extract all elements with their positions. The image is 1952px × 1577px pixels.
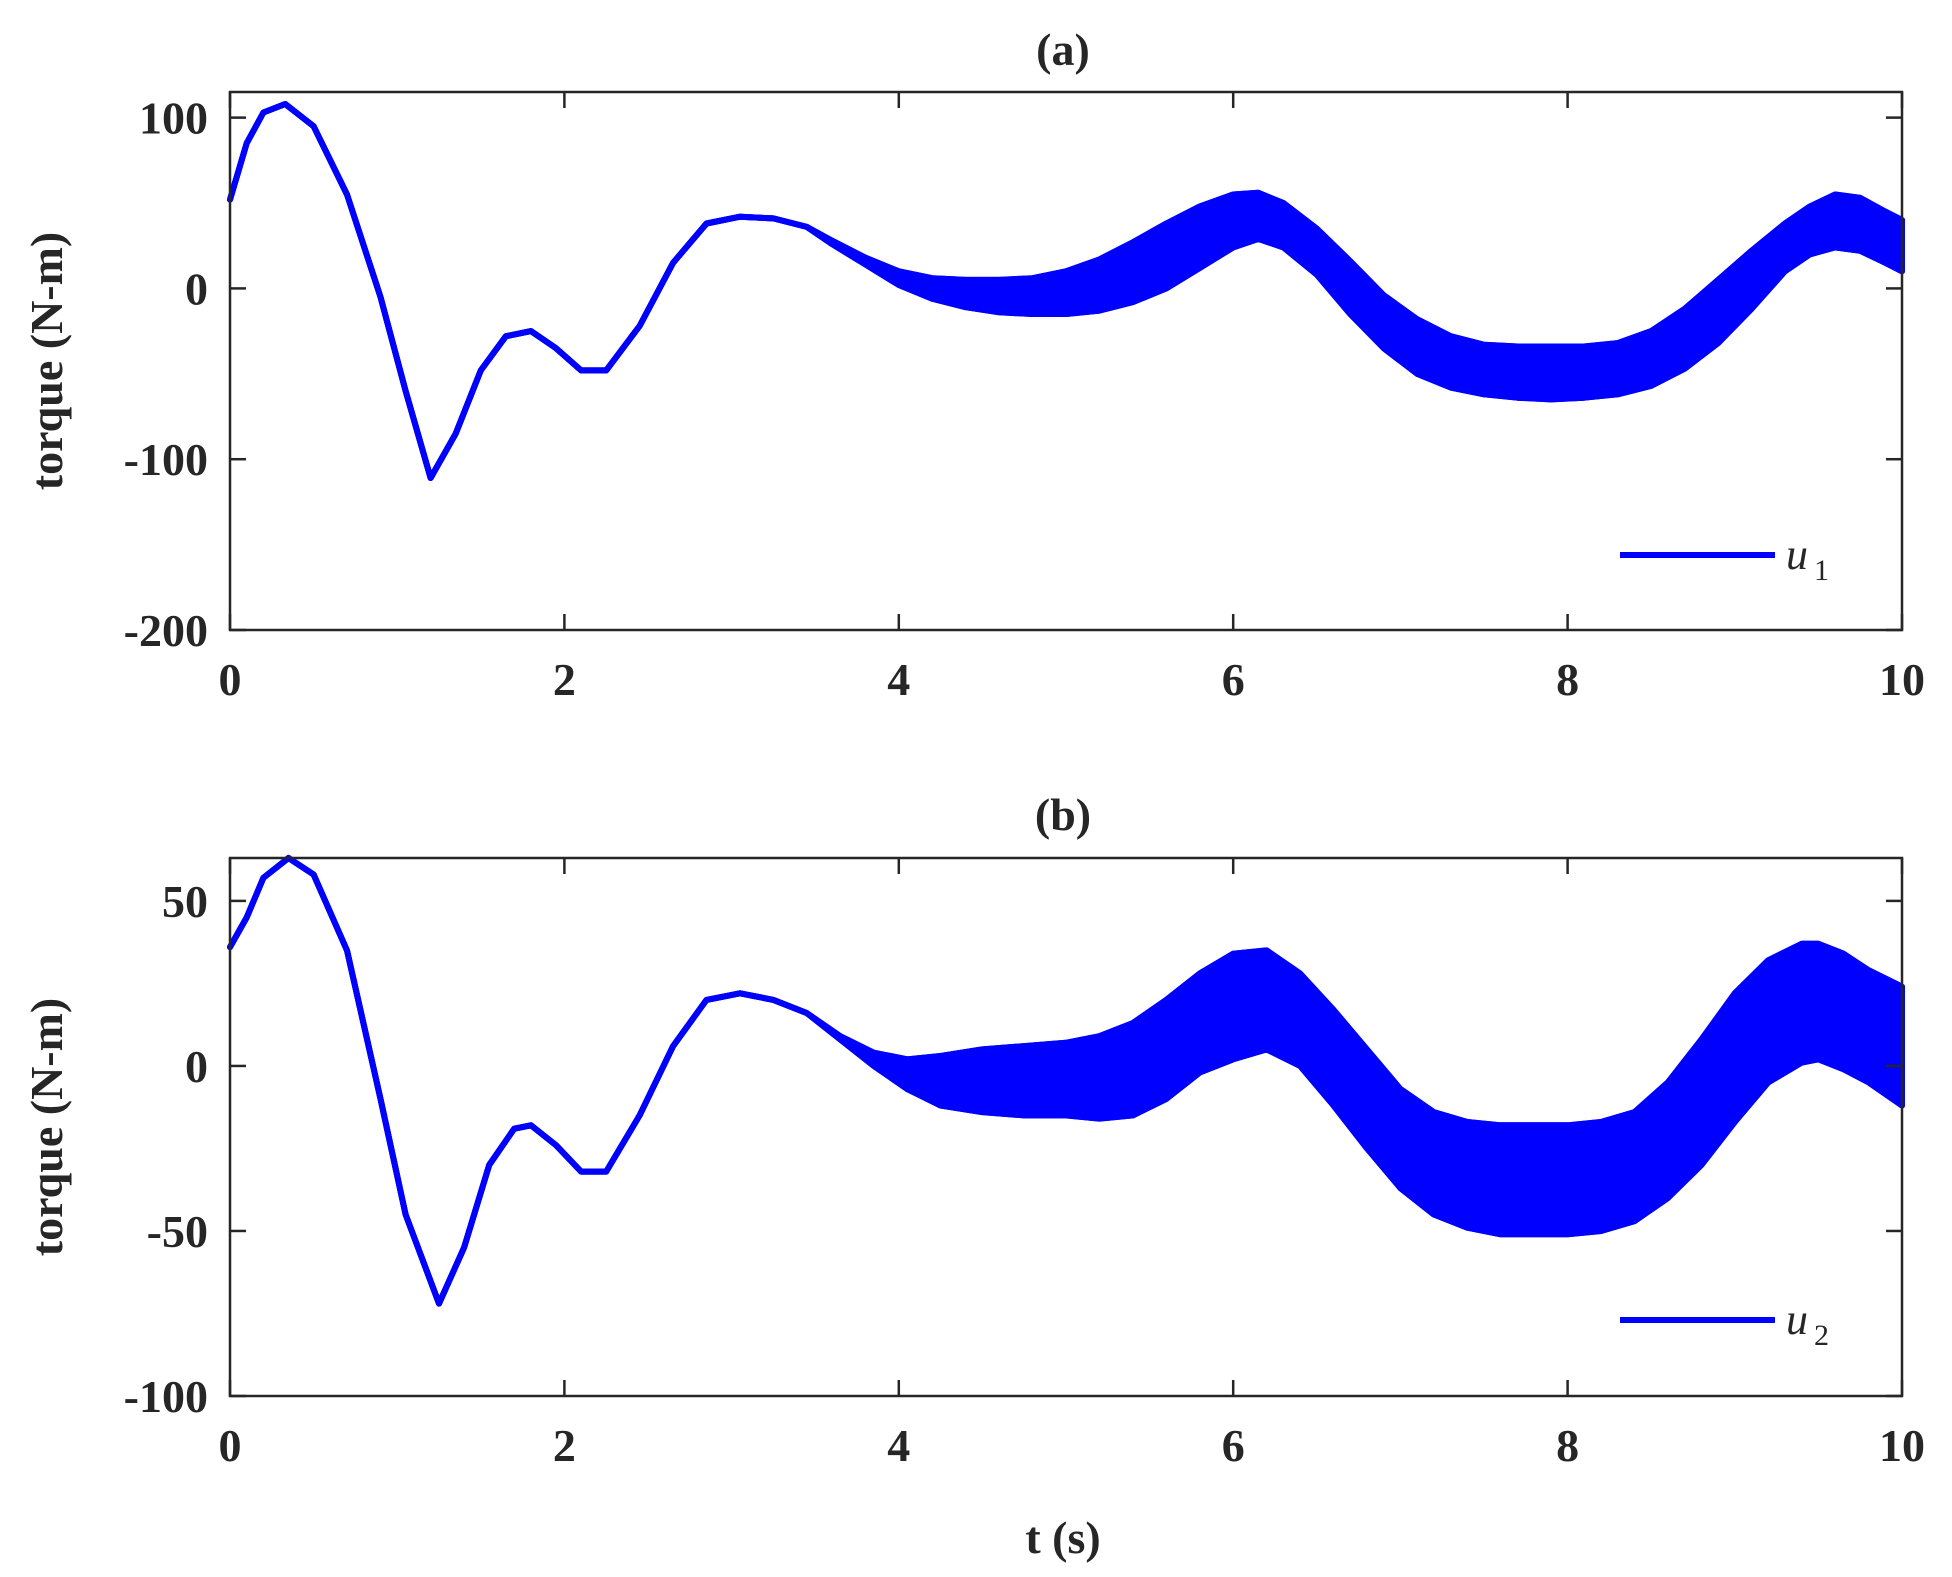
panel-b-x-tick-label: 8 — [1556, 1420, 1579, 1471]
panel-a-x-tick-label: 2 — [553, 654, 576, 705]
panel-a-x-tick-label: 4 — [887, 654, 910, 705]
panel-b-y-tick-label: 0 — [185, 1041, 208, 1092]
panel-a-ticks: 0 2 4 6 8 10 -200 -100 0 100 — [124, 92, 1925, 705]
panel-a-legend-subscript: 1 — [1814, 554, 1829, 587]
panel-a-series-u1-lower-line — [227, 101, 1905, 481]
panel-b: (b) 0 2 4 6 8 10 -100 -50 0 50 torque (N-m) t (s)… — [21, 789, 1925, 1563]
panel-a-x-tick-label: 8 — [1556, 654, 1579, 705]
panel-a-legend: u 1 — [1620, 530, 1829, 587]
panel-a-y-tick-label: -200 — [124, 605, 208, 656]
panel-b-x-tick-label: 2 — [553, 1420, 576, 1471]
panel-a: (a) 0 2 4 6 8 10 -200 -100 0 100 torque (N-m) u 1 — [21, 24, 1925, 705]
panel-b-legend-subscript: 2 — [1814, 1319, 1829, 1352]
panel-b-legend-label: u — [1786, 1295, 1808, 1344]
panel-b-ticks: 0 2 4 6 8 10 -100 -50 0 50 — [124, 858, 1925, 1471]
panel-b-legend: u 2 — [1620, 1295, 1829, 1352]
panel-a-y-axis-label: torque (N-m) — [21, 232, 72, 490]
panel-b-x-axis-label: t (s) — [1025, 1512, 1100, 1563]
panel-b-series-u2-lower-line — [227, 855, 1905, 1307]
panel-a-x-tick-label: 10 — [1879, 654, 1925, 705]
panel-a-axes-box — [228, 90, 1904, 632]
panel-a-y-tick-label: -100 — [124, 434, 208, 485]
panel-b-x-tick-label: 10 — [1879, 1420, 1925, 1471]
panel-b-y-tick-label: 50 — [162, 876, 208, 927]
panel-b-x-tick-label: 6 — [1222, 1420, 1245, 1471]
panel-b-y-axis-label: torque (N-m) — [21, 998, 72, 1256]
panel-b-x-tick-label: 0 — [219, 1420, 242, 1471]
panel-b-y-tick-label: -100 — [124, 1371, 208, 1422]
panel-a-y-tick-label: 100 — [139, 93, 208, 144]
panel-a-x-tick-label: 0 — [219, 654, 242, 705]
panel-b-title: (b) — [1035, 789, 1091, 840]
panel-a-title: (a) — [1036, 24, 1090, 75]
panel-b-x-tick-label: 4 — [887, 1420, 910, 1471]
panel-b-y-tick-label: -50 — [147, 1206, 208, 1257]
panel-b-axes-box — [228, 856, 1904, 1398]
panel-a-legend-label: u — [1786, 530, 1808, 579]
panel-a-x-tick-label: 6 — [1222, 654, 1245, 705]
panel-a-y-tick-label: 0 — [185, 263, 208, 314]
